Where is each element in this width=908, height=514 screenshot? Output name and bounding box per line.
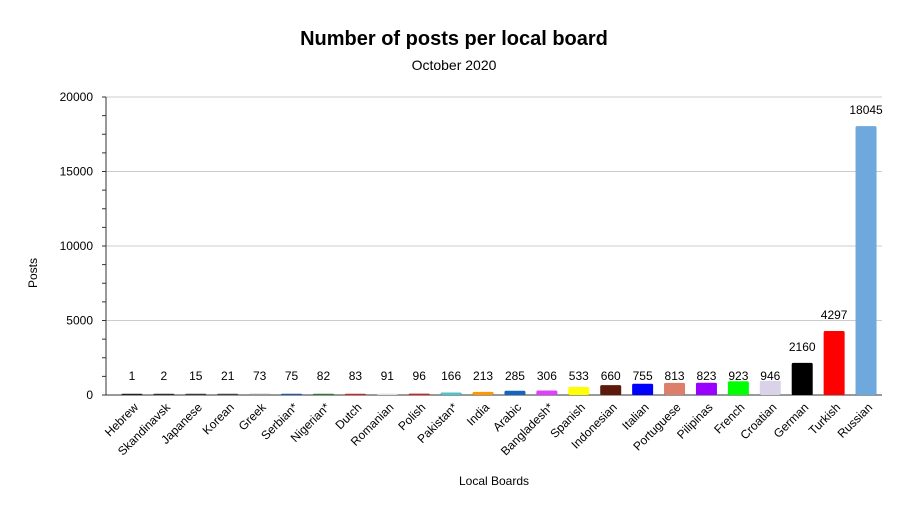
bar-bangladesh (536, 390, 558, 395)
data-label: 660 (601, 369, 621, 383)
data-label: 83 (349, 369, 363, 383)
grid-lines (106, 96, 882, 396)
data-label: 813 (665, 369, 685, 383)
data-labels: 1 2 15 21 73 75 82 83 91 96 166 213 285 306 533 660 755 8… (129, 103, 883, 383)
data-label: 96 (413, 369, 427, 383)
category-label: Pilipinas (674, 400, 716, 442)
bar-french (727, 381, 749, 395)
data-label: 823 (696, 369, 716, 383)
category-label: Russian (835, 400, 876, 441)
category-label: Korean (200, 400, 237, 437)
y-tick-label: 0 (86, 388, 93, 402)
data-label: 923 (728, 369, 748, 383)
category-labels: HebrewSkandinavskJapaneseKoreanGreekSerb… (102, 400, 875, 459)
bar-greek (249, 393, 271, 395)
y-tick-label: 5000 (66, 314, 93, 328)
bar-romanian (376, 393, 398, 395)
x-axis-title: Local Boards (459, 474, 529, 488)
data-label: 213 (473, 369, 493, 383)
bar-croatian (759, 380, 781, 395)
data-label: 166 (441, 369, 461, 383)
data-label: 1 (129, 369, 136, 383)
data-label: 2 (161, 369, 168, 383)
data-label: 755 (633, 369, 653, 383)
data-label: 73 (253, 369, 267, 383)
data-label: 2160 (789, 340, 816, 354)
category-label: India (464, 400, 493, 429)
bar-japanese (185, 393, 207, 395)
y-tick-label: 20000 (60, 90, 94, 104)
bar-italian (632, 383, 654, 395)
bar-indonesian (600, 385, 622, 395)
bar-dutch (344, 393, 366, 395)
bar-russian (855, 126, 877, 395)
bar-polish (408, 393, 430, 395)
bar-korean (217, 393, 239, 395)
bar-nigerian (312, 393, 334, 395)
y-axis-title: Posts (26, 258, 40, 288)
y-axis: 0 5000 10000 15000 20000 (60, 90, 107, 402)
bar-serbian (281, 393, 303, 395)
data-label: 21 (221, 369, 235, 383)
bar-india (472, 391, 494, 395)
data-label: 15 (189, 369, 203, 383)
data-label: 4297 (821, 308, 848, 322)
data-label: 946 (760, 369, 780, 383)
chart-title: Number of posts per local board (300, 28, 608, 50)
data-label: 306 (537, 369, 557, 383)
data-label: 75 (285, 369, 299, 383)
data-label: 533 (569, 369, 589, 383)
chart-subtitle: October 2020 (412, 57, 497, 73)
bar-turkish (823, 330, 845, 395)
y-tick-label: 15000 (60, 165, 94, 179)
bar-german (791, 362, 813, 395)
bars (121, 126, 877, 395)
category-label: German (771, 400, 812, 441)
bar-portuguese (664, 382, 686, 395)
bar-skandinavsk (153, 393, 175, 395)
bar-spanish (568, 387, 590, 395)
bar-pilipinas (695, 382, 717, 395)
data-label: 285 (505, 369, 525, 383)
bar-hebrew (121, 393, 143, 395)
y-tick-label: 10000 (60, 239, 94, 253)
data-label: 91 (381, 369, 395, 383)
data-label: 82 (317, 369, 331, 383)
bar-pakistan (440, 392, 462, 395)
bar-arabic (504, 390, 526, 395)
data-label: 18045 (849, 103, 883, 117)
